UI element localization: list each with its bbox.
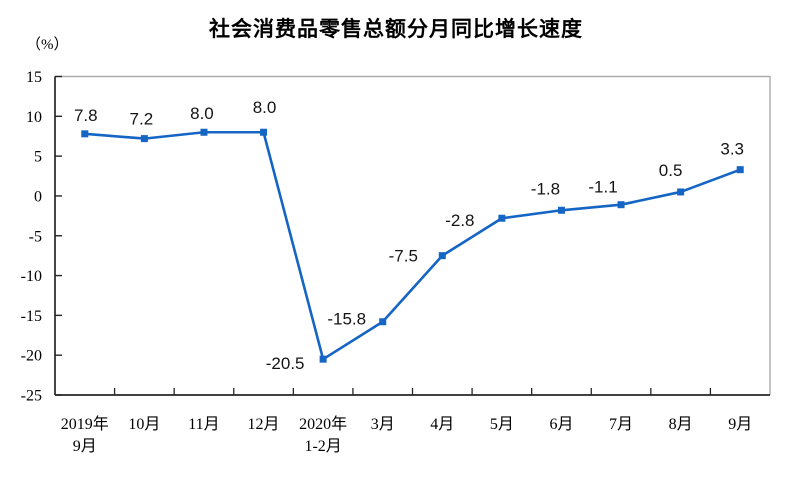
data-point-marker — [260, 128, 268, 136]
data-point-marker — [617, 201, 625, 209]
x-axis-category-label: 8月 — [669, 416, 693, 433]
x-axis-category-label: 1-2月 — [304, 438, 341, 455]
x-axis-category-label: 11月 — [188, 416, 219, 433]
y-axis-tick-label: -5 — [29, 228, 42, 245]
data-point-label: 3.3 — [720, 140, 744, 159]
data-point-marker — [200, 128, 208, 136]
x-axis-category-label: 12月 — [248, 416, 280, 433]
data-point-label: 7.2 — [130, 110, 154, 129]
x-axis-category-label: 6月 — [549, 416, 573, 433]
y-axis-tick-label: -10 — [21, 268, 42, 285]
x-axis-category-label: 5月 — [490, 416, 514, 433]
y-axis-tick-label: -25 — [21, 388, 42, 405]
data-series-line — [83, 130, 742, 361]
data-point-label: -1.1 — [588, 178, 617, 197]
data-point-label: -15.8 — [327, 310, 366, 329]
data-point-marker — [736, 166, 744, 174]
x-axis-category-label: 2019年 — [61, 415, 109, 433]
data-point-marker — [677, 188, 685, 196]
x-axis-category-label: 2020年 — [299, 415, 347, 433]
data-point-label: -1.8 — [531, 179, 560, 198]
data-point-label: 8.0 — [253, 98, 277, 117]
data-point-marker — [379, 318, 387, 326]
y-axis-tick-label: 15 — [26, 69, 42, 86]
y-axis-tick-label: -20 — [21, 348, 42, 365]
data-point-label: 8.0 — [190, 104, 214, 123]
x-axis-category-label: 7月 — [609, 416, 633, 433]
x-axis-category-label: 4月 — [430, 416, 454, 433]
x-axis-category-label: 9月 — [728, 416, 752, 433]
data-point-marker — [557, 206, 565, 214]
data-point-label: 0.5 — [659, 161, 683, 180]
y-axis-tick-label: 5 — [34, 149, 42, 166]
x-axis-category-label: 3月 — [371, 416, 395, 433]
x-axis-category-label: 9月 — [73, 438, 97, 455]
data-point-label: 7.8 — [74, 106, 98, 125]
chart-title: 社会消费品零售总额分月同比增长速度 — [209, 18, 583, 41]
data-point-label: -2.8 — [445, 211, 474, 230]
data-point-marker — [498, 214, 506, 222]
y-axis-tick-label: 0 — [34, 188, 42, 205]
data-point-marker — [438, 252, 446, 260]
plot-border — [55, 75, 771, 395]
y-axis-tick-label: 10 — [26, 109, 42, 126]
data-point-marker — [319, 355, 327, 363]
data-point-marker — [81, 130, 89, 138]
data-point-label: -7.5 — [389, 247, 418, 266]
data-point-label: -20.5 — [266, 354, 305, 373]
data-point-marker — [140, 135, 148, 143]
x-axis-category-label: 10月 — [128, 416, 160, 433]
y-axis-unit-label: （%） — [26, 37, 69, 53]
y-axis-tick-label: -15 — [21, 308, 42, 325]
